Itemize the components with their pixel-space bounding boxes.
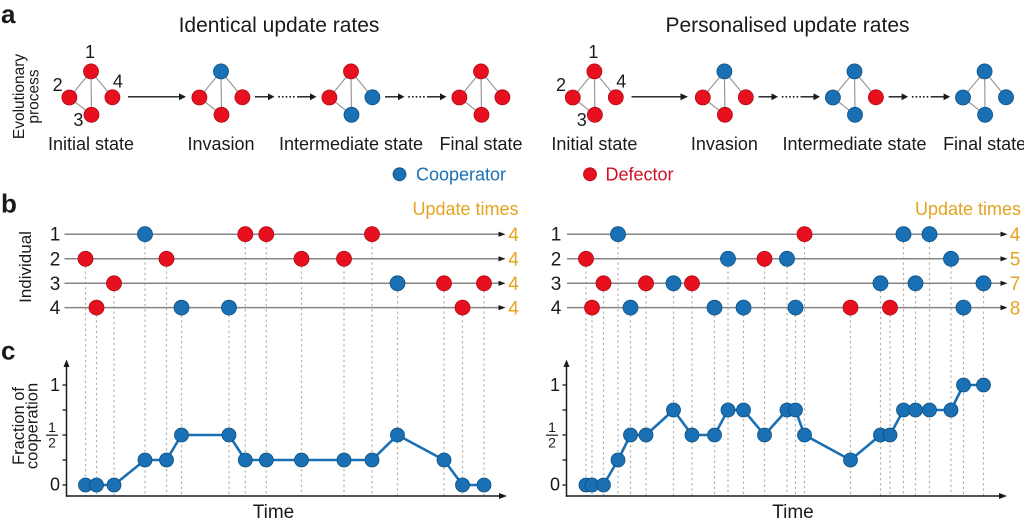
svg-text:1: 1 (588, 42, 598, 62)
svg-text:1: 1 (50, 225, 61, 246)
svg-text:4: 4 (1010, 225, 1021, 246)
svg-text:Intermediate state: Intermediate state (279, 134, 423, 154)
svg-text:1: 1 (50, 375, 60, 395)
svg-text:2: 2 (53, 75, 63, 95)
svg-text:4: 4 (616, 72, 626, 92)
svg-text:Cooperator: Cooperator (416, 164, 506, 184)
svg-text:a: a (1, 0, 16, 29)
svg-text:Identical update rates: Identical update rates (179, 14, 380, 37)
svg-text:Evolutionary: Evolutionary (11, 54, 28, 140)
svg-text:3: 3 (551, 274, 562, 295)
svg-text:5: 5 (1010, 250, 1021, 271)
svg-text:1: 1 (48, 419, 56, 435)
svg-text:Update times: Update times (915, 199, 1021, 219)
svg-text:Invasion: Invasion (187, 134, 254, 154)
svg-text:Final state: Final state (943, 134, 1024, 154)
svg-text:process: process (26, 69, 43, 124)
svg-text:2: 2 (50, 249, 61, 270)
svg-text:Time: Time (253, 502, 295, 523)
svg-text:c: c (1, 336, 15, 366)
svg-text:1: 1 (551, 225, 562, 246)
svg-text:0: 0 (550, 475, 560, 495)
svg-text:Invasion: Invasion (691, 134, 758, 154)
svg-text:b: b (1, 189, 17, 219)
svg-text:0: 0 (50, 475, 60, 495)
svg-text:2: 2 (48, 435, 56, 451)
svg-text:Personalised update rates: Personalised update rates (666, 14, 910, 37)
svg-text:1: 1 (85, 42, 95, 62)
svg-text:1: 1 (548, 419, 556, 435)
svg-text:8: 8 (1010, 298, 1021, 319)
svg-text:2: 2 (548, 435, 556, 451)
svg-text:4: 4 (508, 225, 519, 246)
svg-text:4: 4 (113, 72, 123, 92)
svg-text:4: 4 (508, 298, 519, 319)
svg-text:cooperation: cooperation (24, 383, 42, 469)
svg-text:2: 2 (556, 75, 566, 95)
svg-text:4: 4 (508, 274, 519, 295)
svg-text:7: 7 (1010, 274, 1021, 295)
svg-text:Initial state: Initial state (48, 134, 134, 154)
svg-text:4: 4 (551, 298, 562, 319)
svg-text:Time: Time (772, 502, 814, 523)
svg-text:1: 1 (550, 375, 560, 395)
svg-text:3: 3 (50, 274, 61, 295)
svg-text:Intermediate state: Intermediate state (782, 134, 926, 154)
svg-text:Final state: Final state (439, 134, 522, 154)
svg-text:Individual: Individual (16, 231, 35, 303)
svg-text:Defector: Defector (606, 164, 674, 184)
svg-text:3: 3 (577, 110, 587, 130)
svg-text:Fraction of: Fraction of (10, 387, 28, 465)
svg-text:4: 4 (508, 250, 519, 271)
svg-text:Update times: Update times (412, 199, 518, 219)
svg-text:4: 4 (50, 298, 61, 319)
svg-text:3: 3 (73, 110, 83, 130)
svg-text:Initial state: Initial state (551, 134, 637, 154)
svg-text:2: 2 (551, 249, 562, 270)
